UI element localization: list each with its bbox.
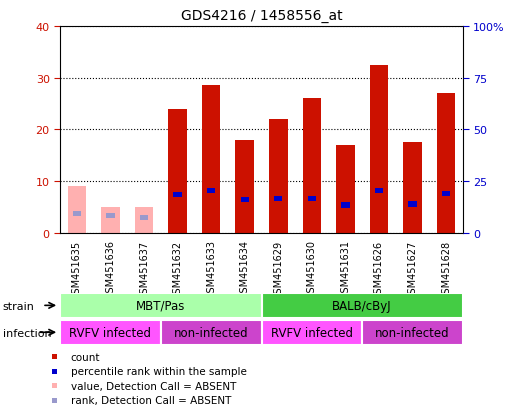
Bar	[161, 320, 262, 345]
Text: value, Detection Call = ABSENT: value, Detection Call = ABSENT	[71, 381, 236, 391]
Bar	[207, 188, 215, 194]
Bar	[375, 188, 383, 194]
Bar	[202, 86, 220, 233]
Bar	[262, 293, 463, 318]
Bar	[303, 99, 321, 233]
Bar	[336, 145, 355, 233]
Bar	[60, 320, 161, 345]
Text: GSM451630: GSM451630	[307, 240, 317, 299]
Text: non-infected: non-infected	[174, 326, 248, 339]
Bar	[235, 140, 254, 233]
Text: percentile rank within the sample: percentile rank within the sample	[71, 366, 246, 376]
Bar	[370, 66, 388, 233]
Bar	[262, 320, 362, 345]
Bar	[442, 192, 450, 197]
Text: strain: strain	[3, 301, 35, 311]
Bar	[403, 143, 422, 233]
Bar	[362, 320, 463, 345]
Text: BALB/cByJ: BALB/cByJ	[332, 299, 392, 312]
Text: GSM451633: GSM451633	[206, 240, 216, 299]
Bar	[106, 213, 115, 218]
Text: RVFV infected: RVFV infected	[271, 326, 353, 339]
Bar	[140, 215, 148, 221]
Text: GSM451637: GSM451637	[139, 240, 149, 299]
Text: GSM451634: GSM451634	[240, 240, 249, 299]
Text: non-infected: non-infected	[375, 326, 450, 339]
Bar	[408, 202, 417, 207]
Bar	[269, 120, 288, 233]
Bar	[73, 211, 81, 216]
Text: GSM451632: GSM451632	[173, 240, 183, 299]
Text: RVFV infected: RVFV infected	[70, 326, 152, 339]
Text: GSM451628: GSM451628	[441, 240, 451, 299]
Bar	[135, 207, 153, 233]
Bar	[174, 192, 182, 198]
Text: GSM451635: GSM451635	[72, 240, 82, 299]
Bar	[168, 109, 187, 233]
Bar	[60, 293, 262, 318]
Text: count: count	[71, 352, 100, 362]
Bar	[274, 197, 282, 202]
Text: MBT/Pas: MBT/Pas	[136, 299, 186, 312]
Bar	[437, 94, 456, 233]
Bar	[308, 197, 316, 202]
Text: GSM451636: GSM451636	[106, 240, 116, 299]
Bar	[341, 203, 349, 208]
Text: GSM451629: GSM451629	[274, 240, 283, 299]
Text: infection: infection	[3, 328, 51, 338]
Text: GSM451626: GSM451626	[374, 240, 384, 299]
Text: GSM451631: GSM451631	[340, 240, 350, 299]
Text: GSM451627: GSM451627	[407, 240, 417, 299]
Title: GDS4216 / 1458556_at: GDS4216 / 1458556_at	[180, 9, 343, 23]
Text: rank, Detection Call = ABSENT: rank, Detection Call = ABSENT	[71, 395, 231, 405]
Bar	[241, 198, 249, 203]
Bar	[101, 207, 120, 233]
Bar	[67, 187, 86, 233]
